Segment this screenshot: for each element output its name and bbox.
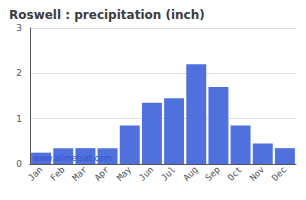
svg-text:Aug: Aug — [181, 164, 200, 183]
svg-text:Roswell : precipitation (inch): Roswell : precipitation (inch) — [9, 8, 205, 22]
svg-text:Feb: Feb — [48, 164, 67, 183]
svg-text:www.allmetsat.com: www.allmetsat.com — [33, 154, 112, 163]
svg-text:May: May — [115, 164, 134, 183]
svg-text:Dec: Dec — [270, 164, 289, 183]
svg-text:Mar: Mar — [70, 164, 89, 183]
svg-text:Nov: Nov — [248, 164, 267, 183]
svg-text:Apr: Apr — [93, 164, 112, 183]
svg-text:3: 3 — [16, 23, 22, 33]
svg-text:Jul: Jul — [159, 164, 178, 183]
svg-text:0: 0 — [16, 159, 22, 169]
svg-text:1: 1 — [16, 114, 22, 124]
svg-text:2: 2 — [16, 68, 22, 78]
svg-text:Sep: Sep — [203, 164, 222, 183]
svg-text:Jan: Jan — [26, 164, 45, 183]
svg-text:Oct: Oct — [226, 164, 245, 183]
svg-text:Jun: Jun — [137, 164, 156, 183]
